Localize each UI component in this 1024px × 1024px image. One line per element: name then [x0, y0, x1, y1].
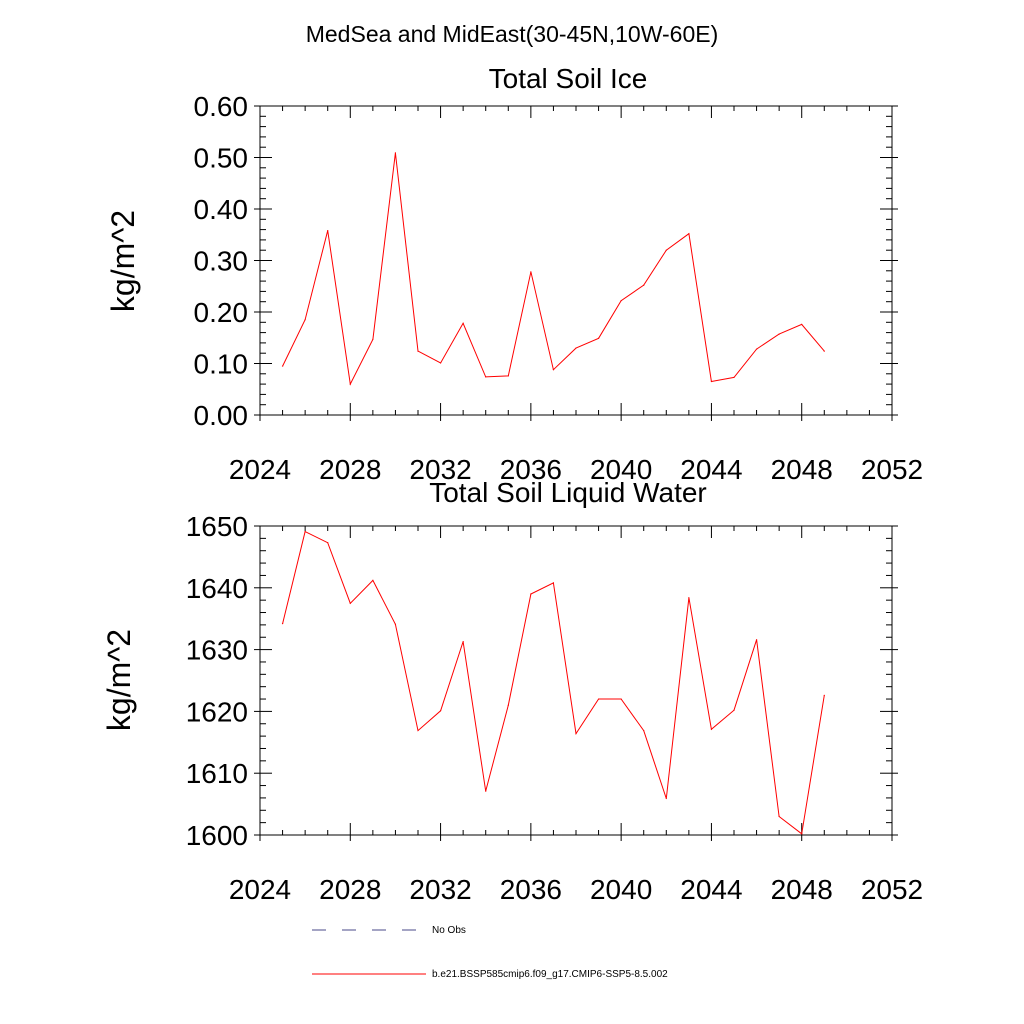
data-point-soil-ice — [801, 323, 803, 325]
y-tick-label: 1650 — [186, 511, 248, 542]
data-point-soil-liquid-water — [304, 530, 306, 533]
y-tick-label: 1630 — [186, 635, 248, 666]
data-point-soil-liquid-water — [327, 542, 329, 544]
data-point-soil-ice — [462, 322, 464, 324]
data-point-soil-ice — [507, 375, 509, 377]
data-point-soil-liquid-water — [620, 698, 622, 700]
data-point-soil-liquid-water — [439, 710, 442, 712]
axis-ticks-soil-ice — [254, 105, 898, 421]
x-tick-label: 2024 — [229, 874, 291, 905]
data-point-soil-ice — [620, 300, 622, 302]
data-point-soil-ice — [372, 338, 374, 340]
x-tick-label: 2040 — [590, 874, 652, 905]
data-point-soil-liquid-water — [688, 597, 690, 599]
x-tick-label: 2052 — [861, 874, 923, 905]
x-tick-label: 2036 — [500, 454, 562, 485]
data-point-soil-ice — [733, 376, 735, 379]
series-line-soil-liquid-water — [282, 530, 825, 835]
data-point-soil-ice — [823, 350, 825, 352]
panel-total-soil-liquid-water: Total Soil Liquid Water kg/m^2 2024 2028 2… — [101, 477, 923, 905]
data-point-soil-ice — [530, 271, 532, 273]
plot-frame-soil-liquid-water — [259, 525, 893, 836]
data-point-soil-liquid-water — [710, 728, 713, 730]
data-point-soil-liquid-water — [507, 704, 509, 706]
legend-label-model-run: b.e21.BSSP585cmip6.f09_g17.CMIP6-SSP5-8.… — [432, 969, 668, 980]
series-line-soil-ice — [282, 152, 825, 386]
data-point-soil-ice — [327, 230, 329, 232]
data-point-soil-liquid-water — [733, 709, 735, 711]
data-point-soil-ice — [688, 233, 690, 235]
data-point-soil-liquid-water — [394, 623, 397, 625]
data-point-soil-liquid-water — [462, 640, 464, 643]
data-point-soil-ice — [394, 152, 397, 154]
data-point-soil-liquid-water — [801, 833, 803, 835]
y-tick-label: 0.60 — [194, 91, 249, 122]
data-point-soil-ice — [665, 249, 667, 251]
y-tick-label: 0.20 — [194, 297, 249, 328]
y-tick-label: 0.00 — [194, 400, 249, 431]
legend-label-no-obs: No Obs — [432, 925, 466, 936]
data-point-soil-ice — [304, 319, 306, 321]
data-point-soil-liquid-water — [552, 582, 555, 584]
y-axis-label-soil-ice: kg/m^2 — [105, 210, 141, 312]
x-tick-label: 2044 — [680, 454, 742, 485]
data-point-soil-liquid-water — [755, 639, 758, 641]
plot-frame-soil-ice — [259, 105, 893, 416]
data-point-soil-liquid-water — [530, 593, 532, 595]
x-tick-label: 2048 — [771, 454, 833, 485]
data-point-soil-liquid-water — [417, 729, 419, 732]
data-point-soil-ice — [552, 369, 555, 371]
data-point-soil-ice — [710, 380, 713, 383]
data-point-soil-ice — [417, 350, 419, 352]
x-tick-label: 2032 — [409, 874, 471, 905]
data-point-soil-liquid-water — [778, 815, 780, 818]
data-point-soil-ice — [778, 333, 780, 335]
data-point-soil-liquid-water — [349, 602, 351, 604]
panel-title-soil-ice: Total Soil Ice — [489, 63, 648, 94]
data-point-soil-liquid-water — [597, 698, 600, 700]
x-tick-label: 2040 — [590, 454, 652, 485]
x-tick-label: 2048 — [771, 874, 833, 905]
data-point-soil-liquid-water — [372, 579, 374, 581]
data-point-soil-ice — [281, 365, 284, 367]
data-point-soil-liquid-water — [665, 797, 667, 800]
y-axis-label-soil-liquid-water: kg/m^2 — [101, 629, 137, 731]
y-tick-label: 1600 — [186, 820, 248, 851]
axis-ticks-soil-liquid-water — [254, 525, 898, 841]
y-tick-label: 1620 — [186, 696, 248, 727]
y-tick-label: 0.30 — [194, 246, 249, 277]
panel-title-soil-liquid-water: Total Soil Liquid Water — [429, 477, 707, 508]
data-point-soil-liquid-water — [281, 623, 284, 625]
x-tick-label: 2028 — [319, 454, 381, 485]
y-tick-label: 0.40 — [194, 194, 249, 225]
tick-labels-soil-liquid-water: 2024 2028 2032 2036 2040 2044 2048 2052 1600 1610… — [186, 511, 923, 905]
data-point-soil-ice — [575, 347, 577, 349]
y-tick-label: 0.10 — [194, 349, 249, 380]
data-point-soil-ice — [485, 376, 487, 378]
data-point-soil-ice — [597, 337, 600, 339]
data-point-soil-ice — [755, 348, 758, 350]
y-tick-label: 0.50 — [194, 143, 249, 174]
data-point-soil-ice — [439, 362, 442, 364]
data-point-soil-ice — [643, 284, 645, 286]
x-tick-label: 2028 — [319, 874, 381, 905]
legend: No Obs b.e21.BSSP585cmip6.f09_g17.CMIP6-… — [312, 925, 668, 980]
data-point-soil-liquid-water — [643, 729, 645, 732]
data-point-soil-ice — [349, 383, 351, 385]
x-tick-label: 2024 — [229, 454, 291, 485]
panel-total-soil-ice: Total Soil Ice kg/m^2 2024 2028 2032 2036 20… — [105, 63, 923, 485]
data-point-soil-liquid-water — [823, 694, 825, 696]
tick-labels-soil-ice: 2024 2028 2032 2036 2040 2044 2048 2052 0.00 0.10… — [194, 91, 924, 485]
y-tick-label: 1610 — [186, 758, 248, 789]
x-tick-label: 2044 — [680, 874, 742, 905]
data-point-soil-liquid-water — [485, 790, 487, 792]
figure-suptitle: MedSea and MidEast(30-45N,10W-60E) — [306, 21, 719, 47]
x-tick-label: 2036 — [500, 874, 562, 905]
x-tick-label: 2032 — [409, 454, 471, 485]
x-tick-label: 2052 — [861, 454, 923, 485]
y-tick-label: 1640 — [186, 573, 248, 604]
data-point-soil-liquid-water — [575, 733, 577, 735]
